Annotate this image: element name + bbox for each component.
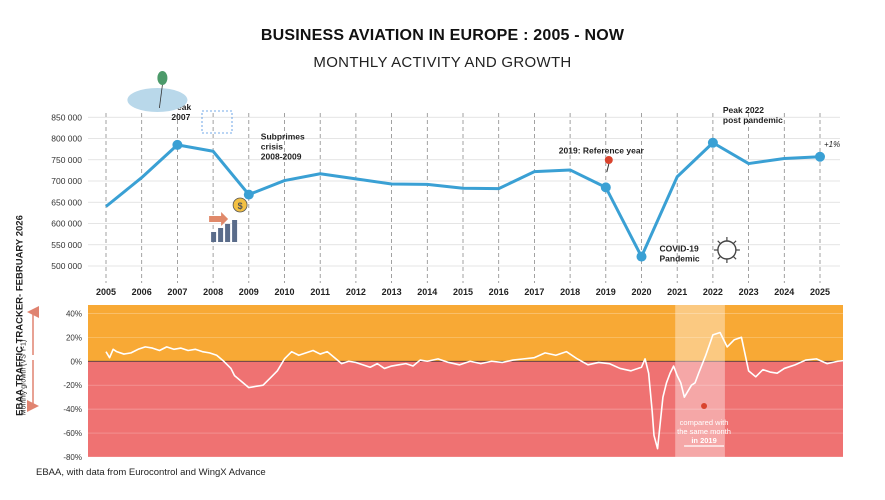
x-tick-label: 2023 [739,287,759,297]
x-tick-label: 2019 [596,287,616,297]
growth-tick-label: -60% [63,429,82,438]
selection-box [201,110,233,134]
data-point [815,151,825,162]
growth-tick-label: -40% [63,405,82,414]
x-tick-label: 2008 [203,287,223,297]
y-tick-label: 550 000 [51,240,82,250]
virus-spike [732,255,737,260]
x-tick-label: 2005 [96,287,116,297]
x-tick-label: 2025 [810,287,830,297]
y-tick-label: 500 000 [51,261,82,271]
x-tick-label: 2006 [132,287,152,297]
data-point [707,137,718,148]
bar-icon [225,224,231,242]
x-tick-label: 2015 [453,287,473,297]
cloud-icon [127,88,188,112]
y-tick-label: 800 000 [51,134,82,144]
x-tick-label: 2024 [774,287,794,297]
annotation-label: 2019: Reference year [559,145,645,155]
data-point [600,182,611,193]
annotation-label: Subprimes crisis 2008-2009 [261,132,305,162]
growth-tick-label: 40% [66,309,82,318]
virus-spike [717,240,721,245]
growth-tick-label: -80% [63,453,82,462]
x-tick-label: 2018 [560,287,580,297]
x-tick-label: 2007 [167,287,187,297]
x-tick-label: 2016 [489,287,509,297]
data-point [243,189,254,200]
data-point [636,251,647,262]
highlight-band [675,305,725,457]
virus-icon [717,240,737,260]
activity-chart: 500 000 550 000 600 000 650 000 700 000 750 0… [51,102,840,297]
annotation-label: COVID-19 Pandemic [660,244,700,264]
x-tick-label: 2021 [667,287,687,297]
activity-line [105,141,821,259]
x-tick-label: 2020 [631,287,651,297]
growth-tick-label: 20% [66,333,82,342]
growth-annotation: compared with the same month in 2019 [677,418,731,445]
decorations: $ [127,71,740,263]
bar-icon [232,220,238,242]
annotation-label: +1% [824,140,840,149]
y-tick-label: 650 000 [51,197,82,207]
annotation-label: Peak 2022 post pandemic [723,105,783,125]
bar-icon [211,232,217,242]
balloon-string [159,84,163,109]
data-point [172,139,183,150]
virus-spike [717,255,721,260]
bar-icon [218,228,224,242]
growth-tick-label: -20% [63,381,82,390]
x-tick-label: 2012 [346,287,366,297]
y-tick-label: 700 000 [51,176,82,186]
virus-spike [732,240,737,245]
chart-title: BUSINESS AVIATION IN EUROPE : 2005 - NOW [260,27,625,44]
x-tick-label: 2011 [310,287,330,297]
growth-tick-label: 0% [70,357,82,366]
x-tick-label: 2010 [274,287,294,297]
y-tick-label: 750 000 [51,155,82,165]
decline-band [88,361,843,457]
x-tick-label: 2014 [417,287,437,297]
coin-icon [232,197,248,213]
pin-icon [701,403,708,409]
pin-needle [606,163,610,173]
y-tick-label: 600 000 [51,219,82,229]
dollar-sign: $ [238,201,243,211]
x-tick-label: 2013 [382,287,402,297]
x-tick-label: 2017 [524,287,544,297]
balloon-icon [157,71,168,85]
chart-subtitle: MONTHLY ACTIVITY AND GROWTH [313,54,572,71]
source-note: EBAA, with data from Eurocontrol and Win… [36,467,266,478]
x-tick-label: 2022 [703,287,723,297]
pin-icon [604,156,613,164]
growth-line [105,331,849,450]
x-tick-label: 2009 [239,287,259,297]
growth-chart: 40% 20% 0% -20% -40% -60% -80% compared with the… [27,305,849,462]
arrow-icon [209,212,229,226]
y-tick-label: 850 000 [51,112,82,122]
